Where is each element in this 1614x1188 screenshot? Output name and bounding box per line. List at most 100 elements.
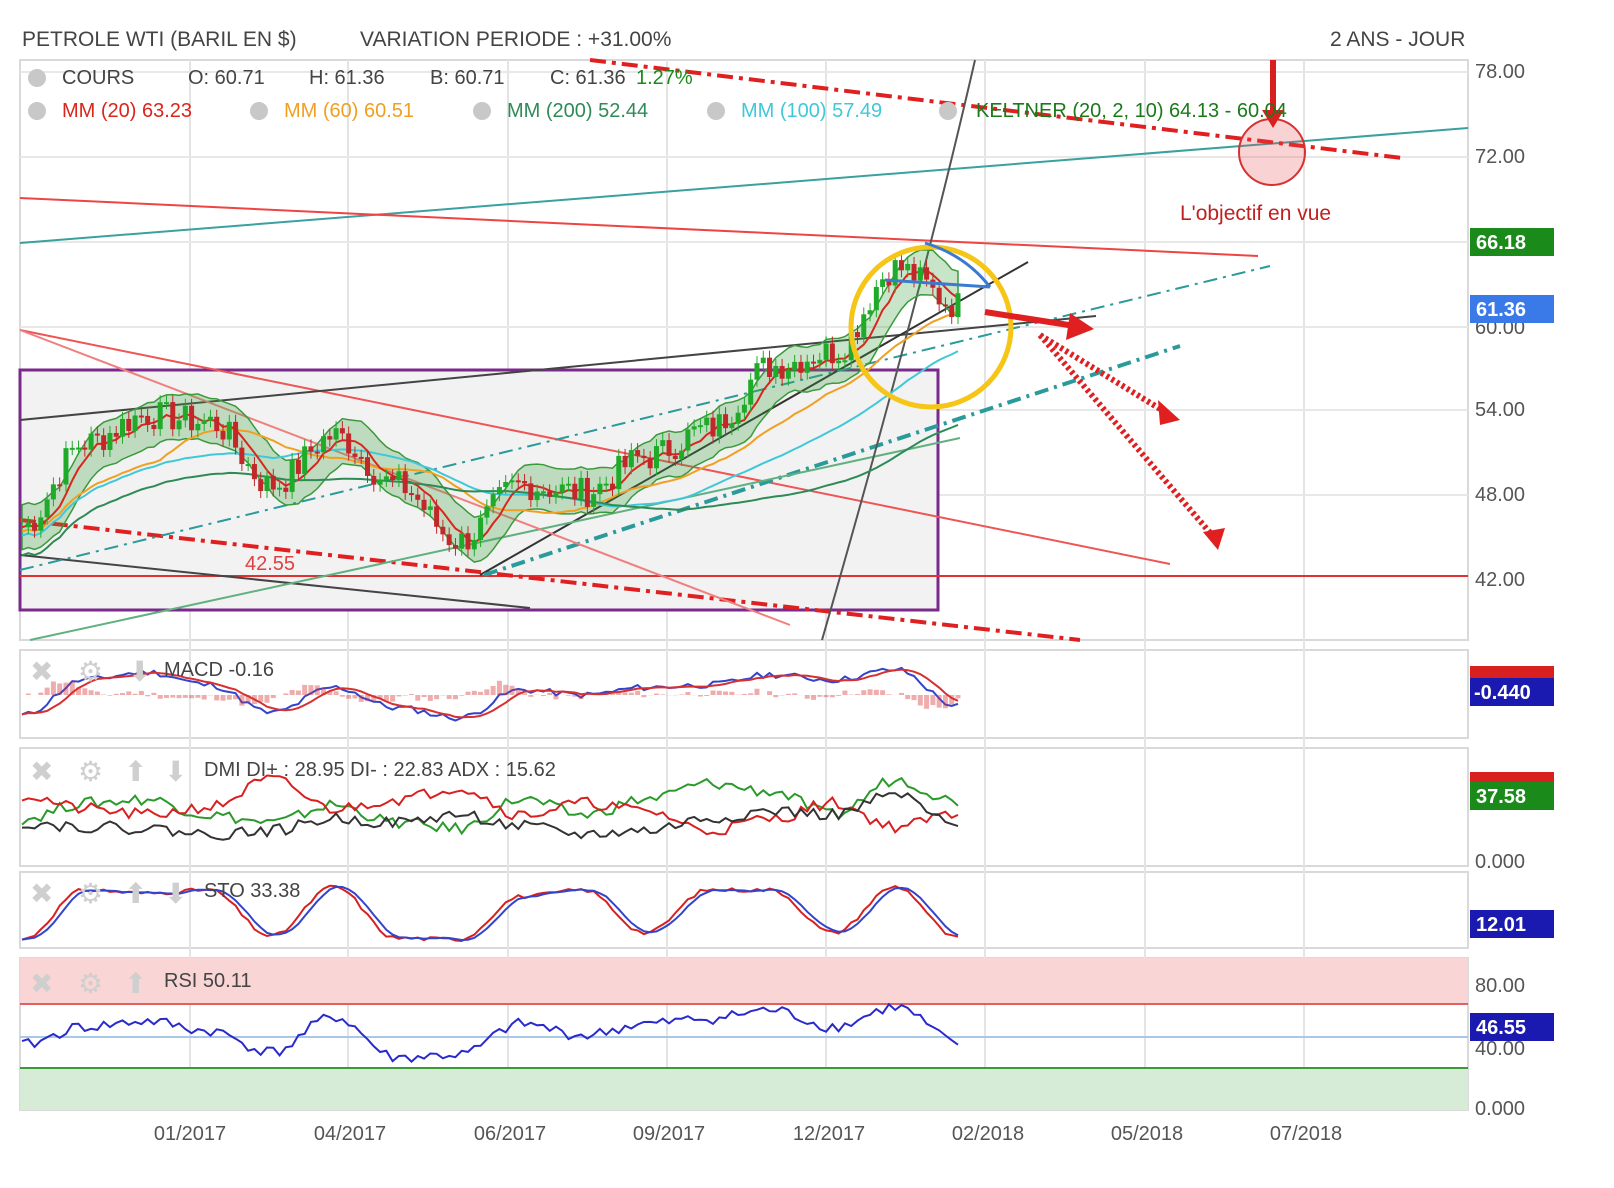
candle-body	[302, 446, 308, 474]
candle-body	[823, 343, 829, 360]
candle-body	[622, 455, 628, 468]
mm200-extension	[29, 437, 961, 641]
gear-icon[interactable]	[939, 102, 957, 120]
arrow-up-icon[interactable]: ⬆	[124, 755, 147, 788]
candle-body	[245, 464, 251, 467]
candle-body	[723, 414, 729, 429]
badge-66: 66.18	[1476, 232, 1526, 254]
blue-top-curve	[924, 241, 992, 288]
candle-body	[942, 304, 948, 307]
mm200-line	[21, 423, 959, 557]
candle-body	[396, 471, 402, 481]
arrow-down-icon[interactable]: ⬇	[164, 877, 187, 910]
candle-body	[534, 491, 540, 501]
candle-body	[440, 526, 446, 535]
candle-body	[25, 523, 31, 528]
candle-body	[496, 487, 502, 495]
candle-body	[691, 426, 697, 430]
mid-arrow-head	[1158, 400, 1180, 425]
macd-signal-line	[21, 668, 959, 719]
gear-icon[interactable]: ⚙	[78, 755, 103, 788]
candle-body	[936, 287, 942, 305]
mm20-legend[interactable]: MM (20) 63.23	[62, 100, 193, 122]
lower-dashdot-line	[19, 518, 1081, 642]
gear-icon[interactable]: ⚙	[78, 967, 103, 1000]
close-icon[interactable]: ✖	[30, 755, 53, 788]
mm100-legend[interactable]: MM (100) 57.49	[741, 100, 883, 122]
badge-66-bg	[1470, 228, 1554, 256]
candle-body	[503, 481, 509, 488]
candle-body	[226, 421, 232, 440]
arrow-down-icon[interactable]: ⬇	[128, 655, 151, 688]
highlight-circle	[848, 244, 1014, 410]
candle-body	[471, 539, 477, 550]
badge-last: 61.36	[1476, 299, 1526, 321]
candle-body	[540, 491, 546, 494]
gear-icon[interactable]	[28, 102, 46, 120]
gear-icon[interactable]	[473, 102, 491, 120]
gear-icon[interactable]: ⚙	[78, 655, 103, 688]
candle-body	[402, 471, 408, 494]
candle-body	[182, 405, 188, 421]
mm60-line	[21, 310, 959, 533]
rsi-tick-80: 80.00	[1475, 975, 1525, 997]
candle-body	[616, 455, 622, 490]
badge-sto: 12.01	[1476, 914, 1526, 936]
candle-body	[220, 430, 226, 440]
dmi-panel-frame	[19, 747, 1469, 867]
candle-body	[427, 506, 433, 510]
sto-line	[21, 884, 959, 943]
candle-body	[459, 533, 465, 549]
candle-body	[591, 494, 597, 507]
candle-body	[522, 480, 528, 484]
candle-body	[327, 436, 333, 440]
arrows	[984, 60, 1284, 550]
candle-body	[804, 361, 810, 373]
candle-body	[163, 402, 169, 405]
chart-title: PETROLE WTI (BARIL EN $)	[22, 28, 297, 51]
candle-body	[754, 363, 760, 380]
candle-body	[528, 483, 534, 501]
sto-panel-frame	[19, 871, 1469, 949]
arrow-up-icon[interactable]: ⬆	[124, 967, 147, 1000]
gear-icon[interactable]	[28, 69, 46, 87]
period-selector[interactable]: 2 ANS - JOUR	[1330, 28, 1466, 51]
candle-body	[905, 263, 911, 271]
candle-body	[785, 370, 791, 379]
candle-body	[704, 417, 710, 426]
candle-body	[321, 436, 327, 453]
candle-body	[214, 416, 220, 431]
candle-body	[195, 423, 201, 431]
rsi-line	[21, 1002, 959, 1063]
x-tick-7: 07/2018	[1270, 1123, 1342, 1145]
arrow-up-icon[interactable]: ⬆	[124, 877, 147, 910]
badge-rsi-bg	[1470, 1013, 1554, 1041]
candle-body	[559, 484, 565, 493]
indicator-layer	[21, 666, 961, 1063]
keltner-legend[interactable]: KELTNER (20, 2, 10) 64.13 - 60.04	[976, 100, 1287, 122]
rsi-tick-40: 40.00	[1475, 1038, 1525, 1060]
close-icon[interactable]: ✖	[30, 655, 53, 688]
candle-body	[434, 506, 440, 527]
y-tick-72: 72.00	[1475, 146, 1525, 168]
candle-body	[314, 451, 320, 454]
mm200-legend[interactable]: MM (200) 52.44	[507, 100, 649, 122]
candle-body	[138, 415, 144, 418]
x-tick-0: 01/2017	[154, 1123, 226, 1145]
candle-body	[258, 479, 264, 492]
candle-body	[484, 506, 490, 518]
candle-body	[101, 435, 107, 450]
y-tick-78: 78.00	[1475, 61, 1525, 83]
gear-icon[interactable]	[250, 102, 268, 120]
sto-signal-line	[21, 885, 959, 942]
mm60-legend[interactable]: MM (60) 60.51	[284, 100, 415, 122]
candle-body	[365, 457, 371, 476]
gear-icon[interactable]: ⚙	[78, 877, 103, 910]
candle-body	[779, 365, 785, 379]
dmi-adx-line	[21, 792, 959, 841]
gear-icon[interactable]	[707, 102, 725, 120]
close-icon[interactable]: ✖	[30, 877, 53, 910]
arrow-down-icon[interactable]: ⬇	[164, 755, 187, 788]
close-icon[interactable]: ✖	[30, 967, 53, 1000]
mm100-line	[21, 350, 959, 537]
